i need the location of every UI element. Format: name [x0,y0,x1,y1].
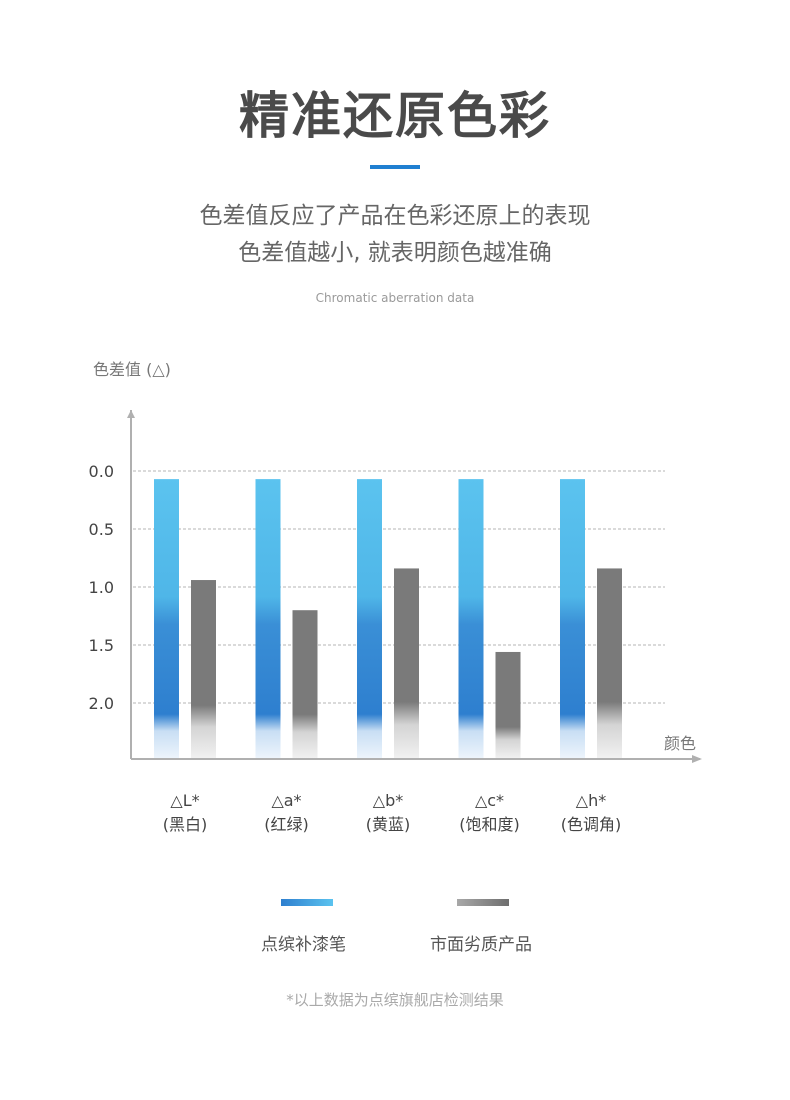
bar-competitor [394,568,419,759]
x-tick-name: (红绿) [264,815,309,834]
legend-swatch-brand [281,899,333,906]
x-axis-arrow-icon [692,755,702,763]
x-tick-symbol: △a* [271,791,301,810]
x-tick-name: (色调角) [561,815,622,834]
y-tick-label: 2.0 [89,694,114,713]
y-tick-label: 0.5 [89,520,114,539]
description-line-2: 色差值越小, 就表明颜色越准确 [238,240,552,266]
legend-label-competitor: 市面劣质产品 [430,935,532,955]
legend-label-brand: 点缤补漆笔 [261,935,346,955]
legend-swatch-competitor [457,899,509,906]
bar-brand [154,479,179,759]
y-tick-label: 0.0 [89,462,114,481]
y-axis-arrow-icon [127,410,135,418]
bar-competitor [495,651,521,759]
x-tick-symbol: △L* [170,791,199,810]
x-tick-name: (饱和度) [459,815,520,834]
bar-competitor [292,610,318,759]
description-line-1: 色差值反应了产品在色彩还原上的表现 [199,203,591,229]
title-divider [370,165,420,169]
bar-brand [560,479,585,759]
bar-brand [255,479,281,759]
x-axis-label: 颜色 [664,734,696,753]
chart-subtitle: Chromatic aberration data [315,291,475,305]
x-tick-name: (黄蓝) [366,815,411,834]
y-tick-label: 1.0 [89,578,114,597]
bar-brand [458,479,484,759]
x-tick-symbol: △c* [475,791,504,810]
x-tick-symbol: △h* [576,791,606,810]
footnote: *以上数据为点缤旗舰店检测结果 [286,991,504,1009]
x-tick-symbol: △b* [373,791,403,810]
bar-brand [357,479,382,759]
x-tick-name: (黑白) [163,815,208,834]
y-tick-label: 1.5 [89,636,114,655]
bar-chart: 色差值 (△) 0.0 0.5 1.0 1.5 2.0 △L* (黑白) △a* (红绿) △b* (… [89,360,702,834]
page-title: 精准还原色彩 [239,87,551,145]
bar-competitor [191,580,216,759]
y-axis-label: 色差值 (△) [93,360,171,379]
bar-competitor [597,568,622,759]
